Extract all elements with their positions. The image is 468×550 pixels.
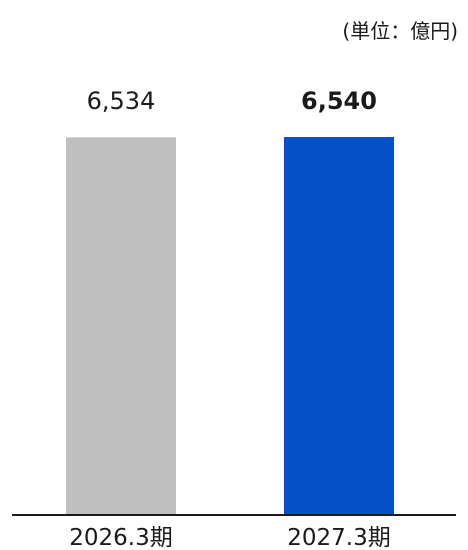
value-labels-layer: 6,534 6,540 bbox=[87, 87, 377, 115]
bar-2 bbox=[284, 137, 394, 515]
unit-label: (単位：億円) bbox=[342, 19, 458, 43]
x-tick-labels-layer: 2026.3期 2027.3期 bbox=[69, 525, 390, 550]
value-label-2: 6,540 bbox=[301, 87, 377, 115]
x-tick-label-2: 2027.3期 bbox=[287, 525, 390, 550]
x-tick-label-1: 2026.3期 bbox=[69, 525, 172, 550]
value-label-1: 6,534 bbox=[87, 87, 156, 115]
bar-1 bbox=[66, 137, 176, 515]
bars-layer bbox=[66, 137, 394, 515]
